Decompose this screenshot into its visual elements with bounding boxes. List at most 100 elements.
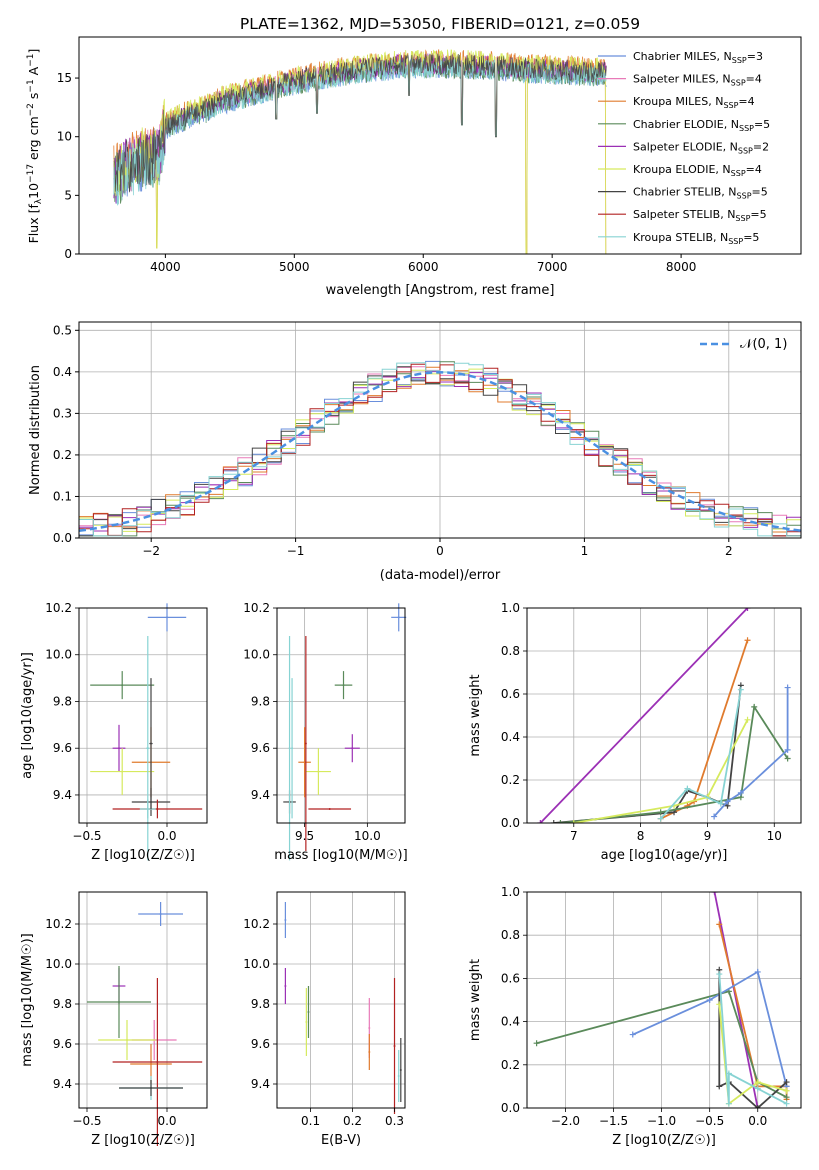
x-tick-label: −1 (287, 544, 305, 558)
series (537, 608, 791, 823)
legend-count: =4 (738, 95, 754, 108)
y-tick-label: 9.4 (251, 788, 270, 802)
y-tick-label: 0.4 (501, 730, 520, 744)
x-tick-label: −0.5 (72, 829, 101, 843)
legend-sub: SSP (732, 56, 747, 65)
x-tick-label: 4000 (150, 260, 181, 274)
axes-frame (78, 607, 208, 824)
residuals-ticks: −2 −1 0 1 2 0.0 0.1 0.2 0.3 0.4 0.5 (53, 323, 733, 558)
series (533, 892, 790, 1108)
ticks: −0.5 0.0 9.4 9.6 9.8 10.0 10.2 (45, 917, 176, 1128)
legend-label: Chabrier ELODIE, NSSP=5 (633, 118, 770, 133)
y-tick-label: 0.2 (501, 1058, 520, 1072)
y-tick-label: 9.6 (53, 1037, 72, 1051)
legend-count: =5 (743, 231, 759, 244)
legend-name: Salpeter ELODIE, N (633, 140, 738, 153)
data-point (303, 761, 306, 764)
data-point (150, 742, 152, 745)
y-tick-label: 10.2 (45, 601, 72, 615)
weight-marker (783, 1079, 790, 1086)
data-point (121, 770, 124, 773)
y-tick-label: 10.0 (243, 957, 270, 971)
x-axis-label: age [log10(age/yr)] (601, 848, 728, 863)
data-point (166, 616, 168, 619)
data-point (288, 747, 291, 750)
ticks: −0.5 0.0 9.4 9.6 9.8 10.0 10.2 (45, 601, 176, 843)
mass-weight-vs-z-panel: −2.0 −1.5 −1.0 −0.5 0.0 0.0 0.2 0.4 0.6 0.8 1.0 Z [… (468, 885, 802, 1148)
data-point (397, 1075, 400, 1077)
spectrum-xlabel: wavelength [Angstrom, rest frame] (326, 283, 555, 298)
legend-sub: SSP (737, 192, 752, 201)
weight-line (536, 990, 788, 1098)
x-tick-label: 9 (704, 829, 712, 843)
weight-marker (629, 1031, 636, 1038)
data-point (307, 1011, 310, 1013)
legend-sub: SSP (728, 237, 743, 246)
weight-marker (557, 820, 564, 823)
age-vs-mass-panel: 9.5 10.0 9.4 9.6 9.8 10.0 10.2 mass [log10(M/M☉… (243, 601, 407, 863)
legend-count: =5 (754, 118, 770, 131)
weight-marker (533, 1040, 540, 1047)
y-tick-label: 15 (57, 71, 72, 85)
data-point (121, 684, 124, 687)
residuals-histograms (78, 360, 802, 537)
weight-marker (744, 716, 751, 723)
weight-marker (725, 1100, 732, 1107)
data-point (156, 807, 159, 810)
y-tick-label: 10.0 (45, 957, 72, 971)
data-point (118, 747, 120, 750)
y-tick-label: 1.0 (501, 885, 520, 899)
weight-marker (706, 997, 713, 1003)
weight-marker (711, 892, 718, 895)
legend-name: Chabrier MILES, N (633, 50, 732, 63)
data-point (328, 807, 331, 810)
data-point (159, 913, 162, 915)
y-tick-label: 9.8 (53, 694, 72, 708)
weight-marker (744, 608, 751, 611)
x-axis-label: mass [log10(M/M☉)] (274, 848, 407, 863)
spectrum-line (113, 53, 607, 194)
legend-label: Kroupa ELODIE, NSSP=4 (633, 163, 762, 178)
weight-marker (684, 785, 691, 792)
weight-marker (717, 800, 724, 807)
legend-name: Chabrier ELODIE, N (633, 118, 739, 131)
weight-marker (657, 815, 664, 822)
legend-name: Salpeter MILES, N (633, 73, 731, 86)
residual-histogram (79, 363, 801, 537)
weight-marker (537, 820, 544, 823)
weight-marker (744, 637, 751, 644)
axes-frame (526, 891, 802, 1109)
weight-marker (725, 1070, 732, 1077)
weight-marker (754, 1085, 761, 1092)
weight-marker (716, 1083, 723, 1090)
y-tick-label: 0.0 (501, 816, 520, 830)
y-tick-label: 0.2 (501, 773, 520, 787)
y-tick-label: 10.0 (45, 648, 72, 662)
x-tick-label: 6000 (408, 260, 439, 274)
x-tick-label: 9.5 (295, 829, 314, 843)
y-tick-label: 1.0 (501, 601, 520, 615)
residuals-legend-label: 𝒩(0, 1) (740, 337, 787, 352)
ticks: 7 8 9 10 0.0 0.2 0.4 0.6 0.8 1.0 (501, 601, 782, 843)
weight-line (660, 689, 742, 820)
legend-count: =2 (753, 140, 769, 153)
data-point (284, 919, 287, 921)
x-tick-label: 8 (637, 829, 645, 843)
legend-count: =3 (747, 50, 763, 63)
weight-line (718, 1004, 787, 1106)
legend-sub: SSP (723, 101, 738, 110)
legend-label: Salpeter STELIB, NSSP=5 (633, 208, 767, 223)
y-tick-label: 5 (64, 188, 72, 202)
y-tick-label: 0.5 (53, 323, 72, 337)
series (90, 603, 203, 861)
data-point (317, 770, 320, 773)
age-vs-z-panel: −0.5 0.0 9.4 9.6 9.8 10.0 10.2 Z [log10(Z/Z☉)] a… (20, 601, 208, 863)
axes-frame (276, 607, 406, 824)
y-tick-label: 9.6 (251, 1037, 270, 1051)
y-tick-label: 10.2 (243, 601, 270, 615)
weight-marker (570, 820, 577, 823)
legend-name: Kroupa MILES, N (633, 95, 723, 108)
x-tick-label: 0.3 (385, 1114, 404, 1128)
